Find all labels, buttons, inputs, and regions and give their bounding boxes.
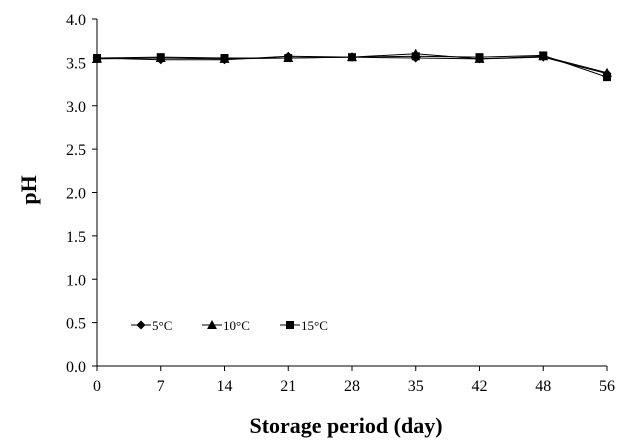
y-tick-label: 3.5 xyxy=(66,55,86,72)
axes: 0.0 0.5 1.0 1.5 2.0 2.5 3.0 3.5 4.0 0 7 14 21 28 35 42 4… xyxy=(66,12,615,395)
legend-marker xyxy=(286,321,294,329)
legend: 5°C 10°C 15°C xyxy=(131,318,328,333)
data-point xyxy=(220,54,229,63)
series-2 xyxy=(92,48,612,77)
y-tick-label: 0.0 xyxy=(66,359,86,376)
data-point xyxy=(348,53,356,62)
legend-entry: 5°C xyxy=(131,318,172,333)
series-layer xyxy=(92,48,612,82)
legend-marker xyxy=(207,320,217,329)
x-tick-label: 0 xyxy=(93,378,101,395)
data-point xyxy=(284,54,293,63)
x-tick-label: 42 xyxy=(472,378,488,395)
x-tick-label: 21 xyxy=(280,378,296,395)
y-tick-label: 2.5 xyxy=(66,142,86,159)
y-tick-label: 2.0 xyxy=(66,186,86,203)
legend-entry: 15°C xyxy=(280,318,328,333)
data-point xyxy=(475,53,484,62)
legend-label: 15°C xyxy=(301,318,328,333)
x-tick-label: 14 xyxy=(217,378,233,395)
y-tick-label: 0.5 xyxy=(66,316,86,333)
data-point xyxy=(411,52,420,61)
y-axis-title: pH xyxy=(16,175,41,204)
x-tick-label: 28 xyxy=(344,378,360,395)
legend-marker xyxy=(136,320,146,330)
y-tick-label: 4.0 xyxy=(66,12,86,29)
series-3 xyxy=(93,51,611,82)
data-point xyxy=(93,54,101,63)
x-tick-label: 35 xyxy=(408,378,424,395)
data-point xyxy=(539,51,548,60)
y-tick-label: 1.5 xyxy=(66,229,86,246)
data-point xyxy=(156,53,165,62)
x-tick-label: 56 xyxy=(599,378,615,395)
x-tick-label: 7 xyxy=(157,378,165,395)
data-point xyxy=(603,73,611,82)
y-tick-label: 3.0 xyxy=(66,99,86,116)
x-axis-title: Storage period (day) xyxy=(249,413,442,438)
legend-entry: 10°C xyxy=(202,318,250,333)
legend-label: 5°C xyxy=(152,318,172,333)
y-tick-label: 1.0 xyxy=(66,272,86,289)
legend-label: 10°C xyxy=(223,318,250,333)
x-tick-label: 48 xyxy=(535,378,551,395)
